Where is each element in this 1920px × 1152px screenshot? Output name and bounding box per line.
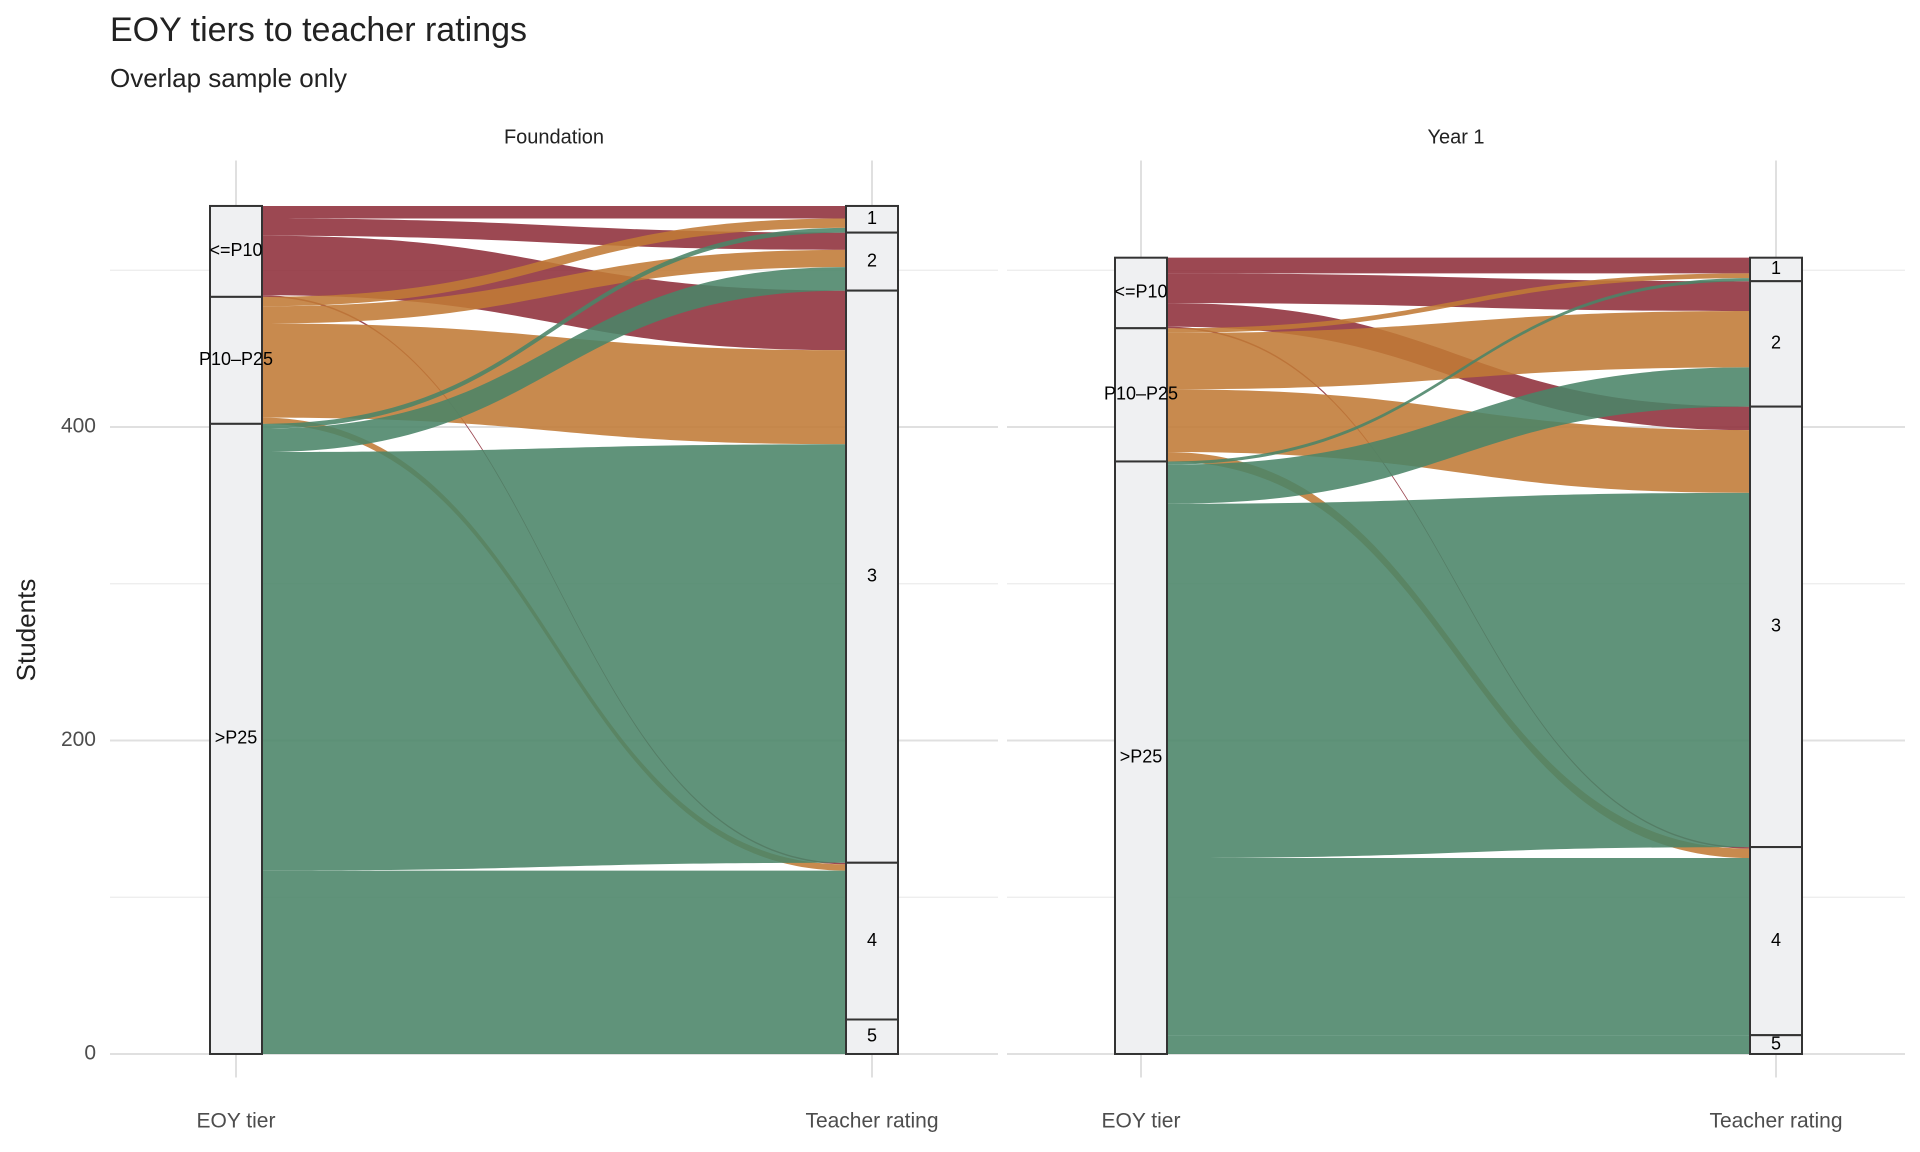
stratum-label: 5: [867, 1025, 877, 1045]
chart-title: EOY tiers to teacher ratings: [110, 11, 527, 49]
stratum: [1749, 846, 1803, 1037]
flow: [1167, 273, 1750, 333]
x-tick-label: Teacher rating: [805, 1110, 938, 1133]
stratum: [1114, 327, 1168, 463]
stratum-label: 5: [1771, 1033, 1781, 1053]
stratum-label: <=P10: [209, 240, 262, 260]
flow: [262, 870, 846, 1020]
flow: [262, 227, 846, 429]
y-tick-label: 400: [61, 415, 96, 438]
flow: [1167, 1035, 1750, 1054]
stratum: [845, 1018, 899, 1055]
flow: [1167, 492, 1750, 859]
stratum: [845, 204, 899, 234]
y-axis-label: Students: [11, 579, 41, 682]
stratum-label: 3: [867, 565, 877, 585]
flow: [1167, 257, 1750, 274]
stratum: [845, 231, 899, 292]
stratum-label: 4: [1771, 930, 1781, 950]
y-tick-label: 0: [84, 1042, 96, 1065]
flow: [1167, 367, 1750, 504]
stratum-label: 2: [1771, 333, 1781, 353]
facet-title: Foundation: [504, 126, 604, 148]
stratum-label: 2: [867, 250, 877, 270]
flow: [262, 218, 846, 250]
flow: [262, 249, 846, 324]
stratum: [1749, 1034, 1803, 1055]
flow: [262, 218, 846, 307]
stratum: [845, 289, 899, 864]
flow: [1167, 278, 1750, 465]
stratum: [209, 422, 263, 1055]
flow: [1167, 858, 1750, 1036]
stratum-label: 1: [867, 208, 877, 228]
stratum: [1114, 256, 1168, 330]
stratum: [1114, 460, 1168, 1055]
stratum-label: P10–P25: [199, 349, 273, 369]
stratum-label: 3: [1771, 616, 1781, 636]
stratum-label: P10–P25: [1104, 384, 1178, 404]
stratum-label: >P25: [215, 728, 258, 748]
x-tick-label: EOY tier: [1102, 1110, 1181, 1133]
flow: [262, 267, 846, 453]
stratum-label: <=P10: [1114, 282, 1167, 302]
y-tick-label: 200: [61, 728, 96, 751]
flow: [262, 205, 846, 219]
flow: [1167, 310, 1750, 390]
stratum: [1749, 280, 1803, 408]
x-tick-label: Teacher rating: [1709, 1110, 1842, 1133]
stratum: [209, 204, 263, 298]
stratum: [1749, 405, 1803, 849]
facet-title: Year 1: [1427, 126, 1484, 148]
stratum-label: >P25: [1120, 746, 1163, 766]
x-tick-label: EOY tier: [197, 1110, 276, 1133]
stratum-label: 4: [867, 930, 877, 950]
flow: [262, 444, 846, 871]
flow: [262, 1019, 846, 1054]
stratum-label: 1: [1771, 258, 1781, 278]
chart-subtitle: Overlap sample only: [110, 63, 347, 93]
